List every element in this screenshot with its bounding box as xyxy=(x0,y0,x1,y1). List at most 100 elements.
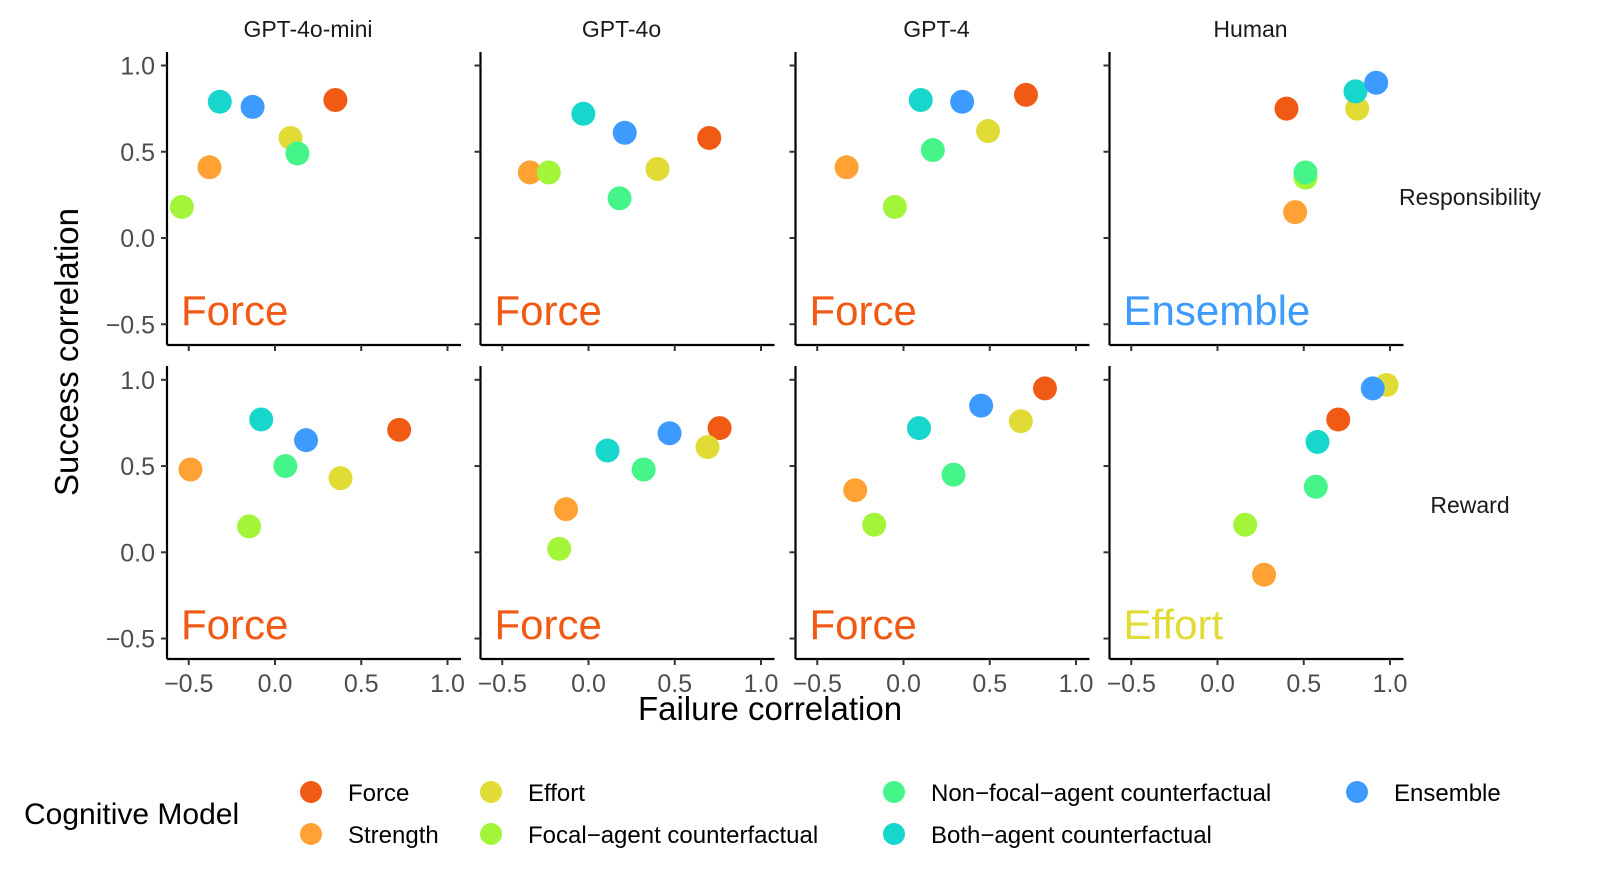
point-focal-agent-counterfactual xyxy=(547,536,572,561)
point-ensemble xyxy=(657,421,682,446)
point-effort xyxy=(976,119,1001,144)
legend-item: Both−agent counterfactual xyxy=(883,822,1212,849)
panel-responsibility-gpt-4o-mini: −0.5 0.0 0.5 1.0 Force xyxy=(106,52,461,351)
point-non-focal-agent-counterfactual xyxy=(1293,160,1318,185)
legend-label: Force xyxy=(348,780,409,807)
x-axis-title: Failure correlation xyxy=(638,690,902,727)
y-tick-label: 0.0 xyxy=(120,225,155,253)
row-strip-label: Responsibility xyxy=(1399,184,1541,210)
panel-responsibility-gpt-4: Force xyxy=(789,52,1090,351)
panels-layer: −0.5 0.0 0.5 1.0 Force Force Force Ensemble −0.5… xyxy=(106,52,1408,698)
y-tick-label: −0.5 xyxy=(106,311,155,339)
column-strip-label: GPT-4 xyxy=(903,16,970,42)
x-tick-label: 0.5 xyxy=(657,670,692,698)
row-strip-label: Reward xyxy=(1430,492,1509,518)
point-effort xyxy=(695,435,720,460)
point-ensemble xyxy=(240,94,265,119)
x-tick-label: 0.5 xyxy=(344,670,379,698)
x-tick-label: 0.0 xyxy=(571,670,606,698)
y-tick-label: 1.0 xyxy=(120,367,155,395)
x-tick-label: −0.5 xyxy=(1107,670,1156,698)
best-model-label: Force xyxy=(810,287,917,334)
y-tick-label: 0.0 xyxy=(120,539,155,567)
point-non-focal-agent-counterfactual xyxy=(941,462,966,487)
point-non-focal-agent-counterfactual xyxy=(1303,474,1328,499)
point-effort xyxy=(645,157,670,181)
point-strength xyxy=(843,478,868,503)
legend-item: Effort xyxy=(480,780,585,807)
legend-item: Focal−agent counterfactual xyxy=(480,822,818,849)
point-ensemble xyxy=(612,120,637,145)
legend-label: Strength xyxy=(348,822,439,849)
point-non-focal-agent-counterfactual xyxy=(285,141,310,166)
point-non-focal-agent-counterfactual xyxy=(273,454,298,479)
legend-swatch xyxy=(883,823,905,845)
point-ensemble xyxy=(950,89,975,114)
x-tick-label: 1.0 xyxy=(744,670,779,698)
point-both-agent-counterfactual xyxy=(595,438,620,463)
legend-item: Ensemble xyxy=(1346,780,1501,807)
legend-swatch xyxy=(300,781,322,803)
point-ensemble xyxy=(294,428,319,453)
x-tick-label: −0.5 xyxy=(478,670,527,698)
legend-swatch xyxy=(480,823,502,845)
point-both-agent-counterfactual xyxy=(907,416,932,441)
best-model-label: Effort xyxy=(1124,601,1224,648)
column-strip-label: GPT-4o xyxy=(582,16,661,42)
best-model-label: Force xyxy=(181,601,288,648)
legend-item: Non−focal−agent counterfactual xyxy=(883,780,1271,807)
panel-reward-gpt-4o: −0.5 0.0 0.5 1.0 Force xyxy=(474,366,779,698)
legend-label: Non−focal−agent counterfactual xyxy=(931,780,1271,807)
legend-label: Both−agent counterfactual xyxy=(931,822,1212,849)
x-tick-label: 0.5 xyxy=(972,670,1007,698)
column-strip-label: GPT-4o-mini xyxy=(243,16,372,42)
y-axis-title: Success correlation xyxy=(48,208,85,496)
point-both-agent-counterfactual xyxy=(1343,79,1368,104)
x-tick-label: 1.0 xyxy=(1373,670,1408,698)
legend-item: Force xyxy=(300,780,409,807)
point-ensemble xyxy=(969,393,994,418)
best-model-label: Force xyxy=(495,601,602,648)
best-model-label: Force xyxy=(495,287,602,334)
point-both-agent-counterfactual xyxy=(908,88,933,112)
legend: Cognitive Model Force Strength Effort Focal… xyxy=(24,780,1501,849)
point-strength xyxy=(178,457,203,482)
point-both-agent-counterfactual xyxy=(249,407,274,432)
y-tick-label: 0.5 xyxy=(120,453,155,481)
legend-swatch xyxy=(1346,781,1368,803)
point-both-agent-counterfactual xyxy=(571,101,596,126)
point-both-agent-counterfactual xyxy=(207,89,232,114)
point-strength xyxy=(1283,200,1308,225)
legend-item: Strength xyxy=(300,822,439,849)
legend-label: Focal−agent counterfactual xyxy=(528,822,818,849)
point-focal-agent-counterfactual xyxy=(169,194,194,219)
point-non-focal-agent-counterfactual xyxy=(920,138,945,163)
point-force xyxy=(323,88,348,112)
legend-swatch xyxy=(883,781,905,803)
y-tick-label: 1.0 xyxy=(120,53,155,81)
point-force xyxy=(707,416,732,441)
x-tick-label: −0.5 xyxy=(164,670,213,698)
y-tick-label: −0.5 xyxy=(106,626,155,654)
point-strength xyxy=(197,155,222,180)
point-force xyxy=(1274,96,1299,121)
panel-reward-human: −0.5 0.0 0.5 1.0 Effort xyxy=(1103,366,1408,698)
panel-responsibility-human: Ensemble xyxy=(1103,52,1404,351)
point-effort xyxy=(328,466,353,491)
point-focal-agent-counterfactual xyxy=(536,160,561,185)
point-focal-agent-counterfactual xyxy=(882,194,907,219)
point-effort xyxy=(1345,96,1370,121)
point-effort xyxy=(1008,409,1033,434)
x-tick-label: 0.0 xyxy=(258,670,293,698)
point-strength xyxy=(834,155,859,180)
x-tick-label: −0.5 xyxy=(793,670,842,698)
x-tick-label: 1.0 xyxy=(430,670,465,698)
legend-swatch xyxy=(300,823,322,845)
strip-labels: GPT-4o-mini GPT-4o GPT-4 Human Responsibilit… xyxy=(243,16,1541,518)
point-force xyxy=(387,417,412,442)
x-tick-label: 0.5 xyxy=(1286,670,1321,698)
point-force xyxy=(697,125,722,150)
x-tick-label: 1.0 xyxy=(1059,670,1094,698)
point-ensemble xyxy=(1360,376,1385,401)
